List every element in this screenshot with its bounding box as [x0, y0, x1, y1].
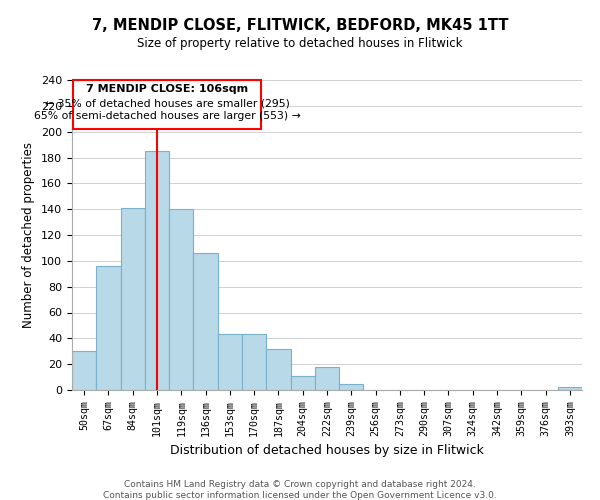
Bar: [169, 209, 193, 390]
Bar: [145, 151, 169, 390]
Bar: [558, 388, 582, 390]
Bar: [266, 348, 290, 390]
Bar: [339, 384, 364, 390]
Text: 7, MENDIP CLOSE, FLITWICK, BEDFORD, MK45 1TT: 7, MENDIP CLOSE, FLITWICK, BEDFORD, MK45…: [92, 18, 508, 32]
Bar: [242, 334, 266, 390]
Bar: [72, 351, 96, 390]
Text: Contains public sector information licensed under the Open Government Licence v3: Contains public sector information licen…: [103, 491, 497, 500]
Text: Size of property relative to detached houses in Flitwick: Size of property relative to detached ho…: [137, 38, 463, 51]
Text: Contains HM Land Registry data © Crown copyright and database right 2024.: Contains HM Land Registry data © Crown c…: [124, 480, 476, 489]
X-axis label: Distribution of detached houses by size in Flitwick: Distribution of detached houses by size …: [170, 444, 484, 457]
Text: 7 MENDIP CLOSE: 106sqm: 7 MENDIP CLOSE: 106sqm: [86, 84, 248, 94]
Text: 65% of semi-detached houses are larger (553) →: 65% of semi-detached houses are larger (…: [34, 111, 301, 121]
FancyBboxPatch shape: [73, 80, 262, 129]
Text: ← 35% of detached houses are smaller (295): ← 35% of detached houses are smaller (29…: [45, 98, 290, 108]
Bar: [193, 253, 218, 390]
Bar: [121, 208, 145, 390]
Bar: [315, 367, 339, 390]
Bar: [96, 266, 121, 390]
Bar: [290, 376, 315, 390]
Bar: [218, 334, 242, 390]
Y-axis label: Number of detached properties: Number of detached properties: [22, 142, 35, 328]
